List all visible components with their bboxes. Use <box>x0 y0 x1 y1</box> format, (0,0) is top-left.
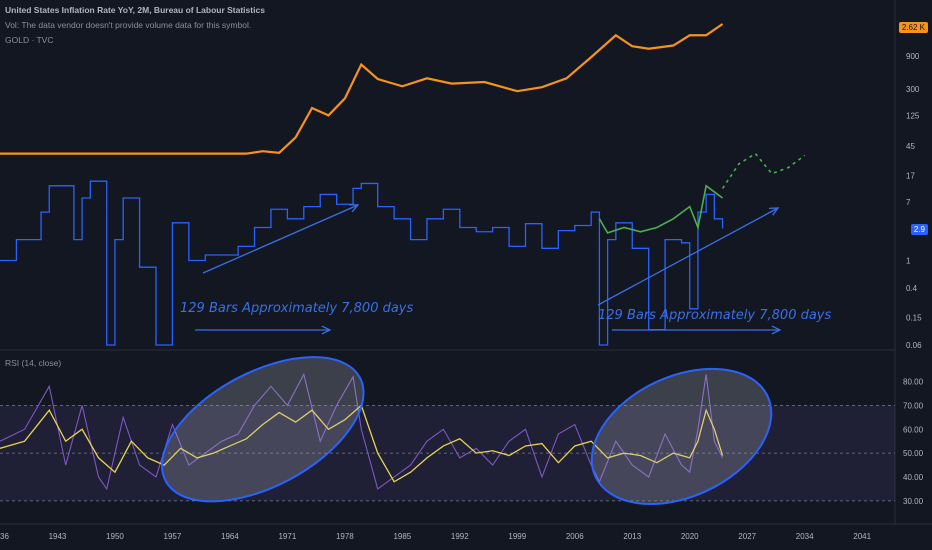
time-tick-label: 1978 <box>336 532 354 541</box>
rsi-legend: RSI (14, close) <box>5 358 62 368</box>
price-tick-label: 0.06 <box>906 341 922 350</box>
trend-arrow-right <box>597 207 779 306</box>
volume-legend: Vol: The data vendor doesn't provide vol… <box>5 20 252 30</box>
gold-price-label: 2.62 K <box>898 22 928 33</box>
time-tick-label: 1971 <box>278 532 296 541</box>
rsi-tick-label: 40.00 <box>903 473 924 482</box>
time-tick-label: 1957 <box>164 532 182 541</box>
price-tick-label: 1 <box>906 256 911 265</box>
main-legend-title: United States Inflation Rate YoY, 2M, Bu… <box>5 5 265 15</box>
rsi-line <box>0 372 724 491</box>
rsi-ma-line <box>0 404 724 483</box>
gold-price-line <box>0 23 724 155</box>
time-tick-label: 1985 <box>393 532 411 541</box>
rsi-highlight-ellipse-right <box>590 367 773 506</box>
price-tick-label: 900 <box>906 52 920 61</box>
time-tick-label: 2013 <box>623 532 641 541</box>
time-tick-label: 2027 <box>738 532 756 541</box>
trend-arrow-left <box>202 204 359 274</box>
gold-legend: GOLD · TVC <box>5 35 54 45</box>
rsi-tick-label: 50.00 <box>903 449 924 458</box>
trend-arrow-right-head <box>768 207 780 216</box>
price-tick-label: 45 <box>906 142 915 151</box>
rsi-highlight-ellipse-left <box>161 356 365 503</box>
main-legend: United States Inflation Rate YoY, 2M, Bu… <box>5 5 265 15</box>
annotation-text-right: 129 Bars Approximately 7,800 days <box>598 308 832 323</box>
duration-arrow-left-head <box>321 325 332 335</box>
duration-arrow-right-head <box>771 325 782 335</box>
annotation-text-left: 129 Bars Approximately 7,800 days <box>180 301 414 316</box>
price-tick-label: 7 <box>906 198 911 207</box>
time-tick-label: 2034 <box>796 532 814 541</box>
rsi-tick-label: 80.00 <box>903 378 924 387</box>
time-tick-label: 1950 <box>106 532 124 541</box>
time-tick-label: 1999 <box>508 532 526 541</box>
price-tick-label: 0.4 <box>906 284 918 293</box>
time-tick-label: 1936 <box>0 532 9 541</box>
price-tick-label: 17 <box>906 171 915 180</box>
price-tick-label: 300 <box>906 85 920 94</box>
time-tick-label: 2041 <box>853 532 871 541</box>
time-tick-label: 1992 <box>451 532 469 541</box>
time-tick-label: 1943 <box>49 532 67 541</box>
time-tick-label: 2006 <box>566 532 584 541</box>
rsi-tick-label: 60.00 <box>903 425 924 434</box>
rsi-tick-label: 70.00 <box>903 401 924 410</box>
price-tick-label: 0.15 <box>906 313 922 322</box>
inflation-rate-line <box>0 180 724 346</box>
inflation-green-segment <box>598 184 724 234</box>
trend-arrow-left-head <box>348 204 360 213</box>
price-tick-label: 125 <box>906 111 920 120</box>
inflation-price-label: 2.9 <box>910 224 928 235</box>
time-tick-label: 1964 <box>221 532 239 541</box>
time-tick-label: 2020 <box>681 532 699 541</box>
rsi-tick-label: 30.00 <box>903 497 924 506</box>
